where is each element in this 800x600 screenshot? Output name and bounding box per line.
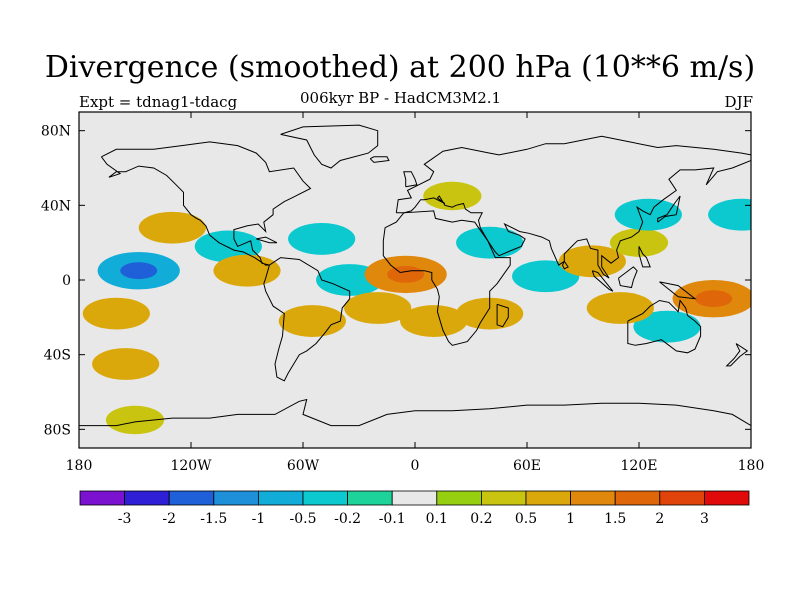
x-tick-label: 120E [621, 458, 658, 474]
x-tick-label: 0 [411, 458, 420, 474]
x-tick-label: 60E [513, 458, 541, 474]
y-tick-label: 40N [41, 198, 71, 214]
colorbar-label: -0.5 [290, 511, 317, 527]
colorbar-label: 1.5 [604, 511, 626, 527]
colorbar-swatch [347, 490, 393, 506]
colorbar-swatch [79, 490, 125, 506]
y-tick-label: 40S [44, 348, 71, 364]
colorbar-swatch [213, 490, 259, 506]
japan-coast [657, 195, 681, 223]
antarctica-coast [79, 398, 751, 427]
x-axis: 180 120W 60W 0 60E 120E 180 [66, 112, 765, 474]
x-tick-label: 180 [738, 458, 765, 474]
divergence-region-17 [633, 310, 701, 343]
divergence-region-5 [213, 254, 281, 287]
colorbar-swatch [659, 490, 705, 506]
y-tick-label: 80S [44, 422, 71, 438]
divergence-region-11 [456, 226, 524, 259]
colorbar-swatch [391, 490, 438, 506]
divergence-region-7 [278, 305, 346, 337]
colorbar-label: 3 [700, 511, 709, 527]
divergence-region-16 [614, 198, 682, 231]
divergence-fill-layer [82, 181, 751, 435]
model-label: 006kyr BP - HadCM3M2.1 [300, 89, 502, 107]
colorbar-swatch [168, 490, 215, 506]
north-america-coast [100, 141, 312, 266]
map-title: Divergence (smoothed) at 200 hPa (10**6 … [44, 50, 756, 85]
divergence-region-2 [82, 297, 150, 330]
divergence-region-3 [138, 211, 206, 244]
colorbar-swatch [570, 490, 616, 506]
divergence-region-4 [194, 230, 262, 263]
greenland-coast [280, 124, 379, 169]
australia-coast [627, 299, 702, 354]
cuba-coast [256, 236, 278, 244]
africa-coast [382, 210, 511, 346]
sumatra-coast [591, 270, 614, 292]
divergence-region-22 [105, 405, 165, 435]
colorbar-swatch [480, 490, 527, 506]
colorbar-swatch [302, 490, 348, 506]
divergence-core-19 [695, 290, 733, 308]
eurasia-coast [395, 135, 751, 279]
coastlines [79, 124, 751, 427]
experiment-label: Expt = tdnag1-tdacg [79, 93, 238, 111]
colorbar-swatch [614, 490, 661, 506]
philippines-coast [638, 246, 651, 268]
colorbar-label: -1 [252, 511, 266, 527]
colorbar-label: -0.2 [334, 511, 361, 527]
x-tick-label: 180 [66, 458, 93, 474]
divergence-region-21 [92, 348, 160, 380]
y-axis: 80N 40N 0 40S 80S [41, 124, 751, 438]
colorbar-swatch [124, 490, 170, 506]
colorbar-swatch [257, 490, 304, 506]
colorbar-label: -3 [118, 511, 132, 527]
south-america-coast [263, 257, 351, 382]
new-guinea-coast [659, 281, 697, 300]
divergence-region-23 [344, 292, 412, 324]
divergence-region-15 [609, 228, 669, 257]
x-tick-label: 60W [287, 458, 320, 474]
divergence-region-6 [288, 223, 356, 255]
colorbar-label: -0.1 [379, 511, 406, 527]
colorbar-label: -2 [162, 511, 176, 527]
y-tick-label: 80N [41, 124, 71, 140]
colorbar-label: 0.2 [470, 511, 492, 527]
colorbar-label: 1 [566, 511, 575, 527]
divergence-region-10 [400, 305, 468, 337]
divergence-region-14 [558, 245, 626, 278]
sri-lanka-coast [561, 261, 569, 270]
iceland-coast [369, 156, 390, 163]
divergence-core-9 [387, 266, 425, 283]
plot-area [78, 111, 752, 449]
colorbar-label: -1.5 [200, 511, 227, 527]
divergence-core-1 [120, 262, 158, 280]
x-tick-label: 120W [170, 458, 212, 474]
divergence-region-24 [423, 181, 482, 211]
borneo-coast [618, 266, 638, 289]
colorbar-swatch [704, 490, 750, 506]
colorbar-swatch [525, 490, 571, 506]
divergence-region-18 [586, 292, 654, 324]
colorbar-swatch [436, 490, 482, 506]
divergence-region-20 [708, 198, 751, 231]
new-zealand-coast [725, 343, 749, 367]
colorbar-label: 0.1 [426, 511, 448, 527]
colorbar-label: 2 [655, 511, 664, 527]
madagascar-coast [496, 303, 509, 328]
colorbar-label: 0.5 [515, 511, 537, 527]
y-tick-label: 0 [62, 273, 71, 289]
divergence-region-12 [456, 297, 524, 330]
colorbar: -3 -2 -1.5 -1 -0.5 -0.2 -0.1 0.1 0.2 0.5 1 1.5 2 3 [79, 490, 750, 527]
british-isles-coast [403, 171, 418, 188]
season-label: DJF [724, 93, 753, 111]
